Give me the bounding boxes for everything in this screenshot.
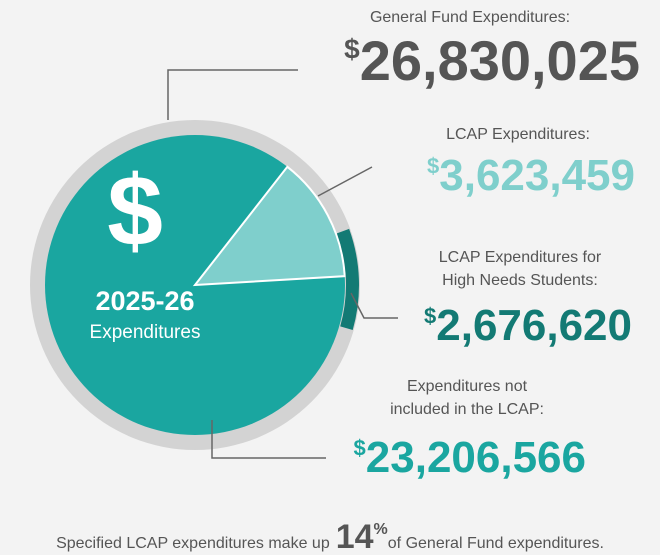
high-needs-arc (336, 228, 359, 330)
currency-symbol: $ (427, 153, 439, 178)
item-value: $2,676,620 (424, 301, 632, 350)
footer-before: Specified LCAP expenditures make up (56, 535, 330, 552)
value-text: 2,676,620 (436, 301, 632, 350)
leader-line (350, 292, 398, 319)
lcap-wedge (192, 165, 346, 287)
currency-symbol: $ (424, 303, 436, 328)
footer-after: of General Fund expenditures. (388, 535, 604, 552)
item-value: $23,206,566 (354, 433, 586, 482)
value-text: 3,623,459 (439, 151, 635, 200)
item-value: $26,830,025 (344, 29, 640, 92)
footer-value: 14 (336, 518, 374, 555)
center-title: 2025-26 (95, 286, 194, 316)
value-text: 26,830,025 (360, 29, 640, 92)
item-label: General Fund Expenditures: (370, 9, 570, 26)
item-label: LCAP Expenditures for (439, 249, 602, 266)
center-subtitle: Expenditures (90, 322, 201, 343)
leader-line (317, 166, 373, 197)
item-value: $3,623,459 (427, 151, 635, 200)
item-label: LCAP Expenditures: (446, 126, 590, 143)
leader-line (211, 420, 326, 459)
footer-unit: % (374, 521, 388, 538)
footer: Specified LCAP expenditures make up 14%of… (56, 518, 604, 555)
item-label: Expenditures not (407, 378, 528, 395)
item-label: included in the LCAP: (390, 401, 544, 418)
currency-symbol: $ (344, 34, 360, 65)
currency-symbol: $ (354, 435, 366, 460)
value-text: 23,206,566 (366, 433, 586, 482)
leader-line (167, 69, 298, 120)
item-label: High Needs Students: (442, 272, 598, 289)
dollar-icon: $ (107, 155, 163, 267)
